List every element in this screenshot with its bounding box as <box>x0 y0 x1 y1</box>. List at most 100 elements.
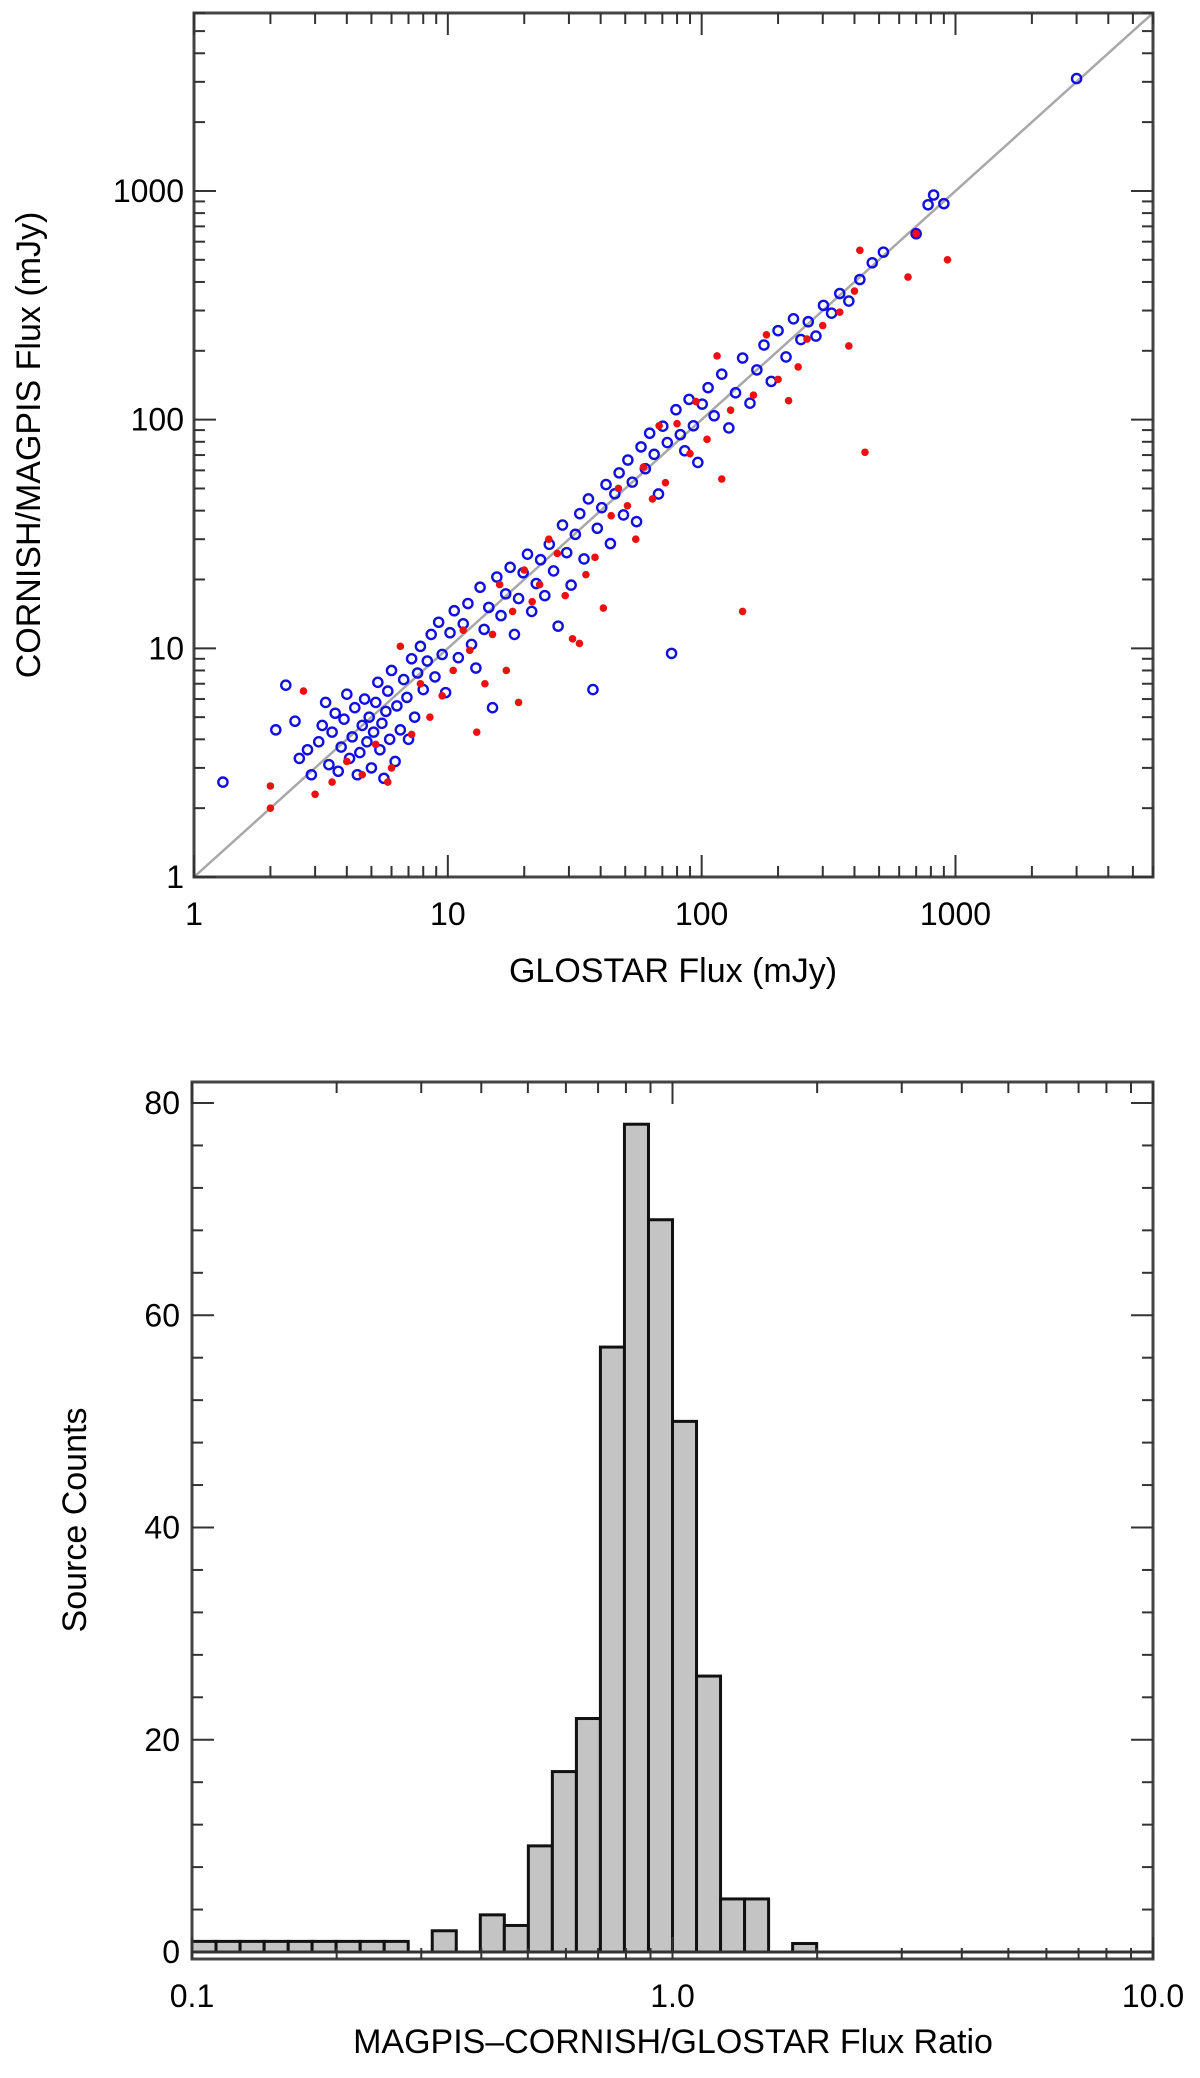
scatter-point-blue <box>648 448 660 461</box>
hist-y-tick-label: 60 <box>144 1297 180 1333</box>
scatter-point-blue <box>736 352 749 364</box>
histogram-bar <box>743 1897 771 1954</box>
scatter-point-blue <box>927 189 940 201</box>
scatter-point-red <box>904 273 912 281</box>
scatter-point-blue <box>389 755 401 768</box>
y-tick-label: 1 <box>166 859 184 895</box>
scatter-point-blue <box>525 605 538 618</box>
scatter-point-blue <box>361 736 373 748</box>
scatter-point-red <box>545 535 553 544</box>
histogram-bar <box>574 1717 602 1954</box>
scatter-point-blue <box>635 441 647 453</box>
scatter-point-blue <box>595 501 608 514</box>
y-tick-label: 1000 <box>113 173 184 209</box>
scatter-point-blue <box>411 667 424 679</box>
scatter-point-blue <box>780 351 792 363</box>
scatter-point-red <box>311 790 319 799</box>
x-tick-label: 1000 <box>920 896 991 932</box>
scatter-point-red <box>784 396 793 405</box>
scatter-point-blue <box>854 273 866 286</box>
scatter-point-red <box>328 778 336 786</box>
scatter-point-blue <box>552 620 564 632</box>
scatter-point-blue <box>670 403 682 416</box>
scatter-point-blue <box>534 553 547 566</box>
scatter-point-blue <box>217 776 229 788</box>
scatter-x-axis-title: GLOSTAR Flux (mJy) <box>509 952 837 990</box>
scatter-point-blue <box>414 640 427 653</box>
scatter-point-blue <box>319 696 332 709</box>
scatter-point-blue <box>376 717 388 730</box>
scatter-point-red <box>438 691 446 700</box>
scatter-point-blue <box>478 623 490 636</box>
scatter-point-red <box>575 639 584 648</box>
scatter-point-blue <box>1070 72 1083 85</box>
scatter-point-red <box>774 375 782 384</box>
scatter-point-blue <box>833 287 846 300</box>
scatter-point-red <box>912 229 920 238</box>
scatter-point-blue <box>432 616 445 629</box>
histogram-bar <box>622 1122 650 1954</box>
histogram-bar <box>358 1939 386 1954</box>
scatter-point-blue <box>367 726 380 738</box>
y-tick-label: 10 <box>148 630 184 666</box>
scatter-point-blue <box>289 715 301 728</box>
histogram-bar <box>502 1923 530 1954</box>
scatter-point-red <box>845 342 853 350</box>
scatter-point-blue <box>356 719 369 732</box>
scatter-point-blue <box>293 752 306 765</box>
scatter-frame <box>192 11 1155 879</box>
scatter-point-red <box>508 607 517 616</box>
scatter-point-blue <box>323 758 335 771</box>
scatter-point-blue <box>661 436 674 449</box>
scatter-point-blue <box>394 724 407 736</box>
scatter-point-blue <box>381 685 394 697</box>
scatter-point-blue <box>692 456 704 469</box>
histogram-bar <box>214 1939 242 1954</box>
scatter-point-red <box>299 687 308 695</box>
scatter-point-red <box>655 421 663 430</box>
scatter-point-red <box>481 679 489 688</box>
scatter-point-blue <box>346 731 358 743</box>
scatter-point-red <box>713 352 721 360</box>
scatter-point-red <box>726 406 735 414</box>
scatter-point-blue <box>512 592 525 605</box>
scatter-point-blue <box>332 765 345 778</box>
hist-x-tick-label: 10.0 <box>1122 1978 1184 2014</box>
scatter-point-blue <box>401 691 413 704</box>
scatter-point-red <box>343 757 351 766</box>
scatter-point-red <box>472 728 481 736</box>
scatter-tick-labels: 1 10 100 1000 1 10 100 1000 <box>113 173 991 932</box>
scatter-point-red <box>856 246 864 255</box>
scatter-point-red <box>582 570 590 579</box>
scatter-point-blue <box>470 662 482 674</box>
histogram-bar <box>478 1913 506 1954</box>
scatter-point-blue <box>326 726 338 738</box>
scatter-point-red <box>686 449 694 458</box>
scatter-point-red <box>749 391 758 399</box>
scatter-point-blue <box>729 387 742 399</box>
scatter-point-blue <box>495 609 507 622</box>
scatter-point-red <box>835 308 844 316</box>
scatter-point-blue <box>708 409 720 422</box>
hist-x-tick-label: 0.1 <box>170 1978 214 2014</box>
hist-y-tick-label: 0 <box>162 1934 180 1970</box>
hist-y-tick-label: 20 <box>144 1722 180 1758</box>
scatter-point-blue <box>383 733 396 746</box>
scatter-point-blue <box>569 528 582 541</box>
scatter-point-blue <box>613 467 625 479</box>
scatter-point-blue <box>408 711 421 723</box>
scatter-point-blue <box>448 604 461 617</box>
scatter-point-blue <box>462 597 474 610</box>
scatter-point-blue <box>604 537 617 550</box>
scatter-point-blue <box>600 478 612 491</box>
scatter-point-blue <box>723 422 735 434</box>
scatter-point-red <box>861 448 869 457</box>
scatter-point-blue <box>444 626 456 639</box>
scatter-point-blue <box>643 427 656 440</box>
scatter-point-blue <box>380 705 392 718</box>
histogram-bars <box>190 1122 1153 1954</box>
scatter-point-blue <box>425 628 438 641</box>
scatter-ticks <box>193 12 1154 878</box>
